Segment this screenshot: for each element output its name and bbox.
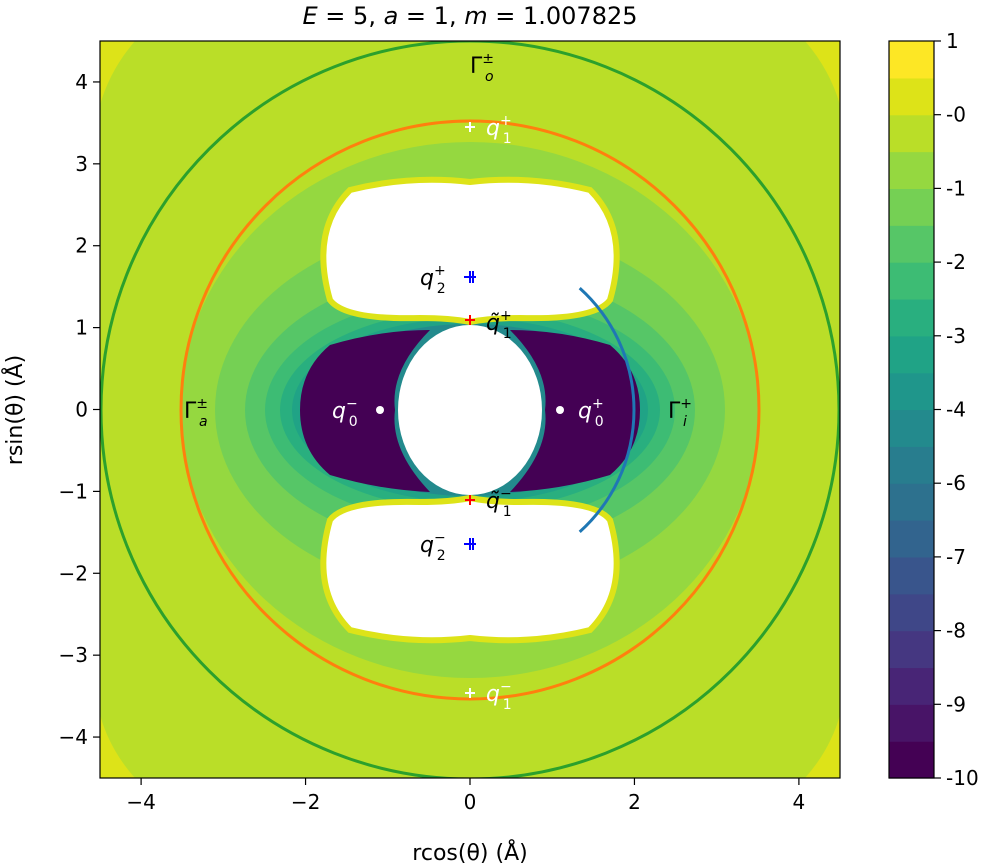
colorbar-band	[889, 41, 934, 79]
marker-q0-plus	[556, 406, 564, 414]
colorbar	[889, 41, 934, 779]
x-tick-label: −4	[126, 790, 155, 814]
marker-q2-plus	[464, 271, 476, 283]
contour-plot-area: Γ± o Γ± a Γ+ i q+ 1 q− 1 q+ 2 q− 2 q̃+ 1 q̃− 1 q+…	[100, 41, 840, 778]
marker-q1-tilde-minus	[465, 495, 475, 505]
y-tick-label: 2	[75, 234, 88, 258]
marker-q1-minus	[465, 688, 475, 698]
colorbar-tick-label: -4	[946, 398, 966, 422]
y-axis-label: rsin(θ) (Å)	[1, 355, 28, 465]
circle-gamma-o	[100, 41, 840, 778]
y-tick-label: −2	[59, 561, 88, 585]
y-axis-ticks: −4 −3 −2 −1 0 1 2 3 4	[59, 70, 100, 749]
marker-q1-tilde-plus	[465, 315, 475, 325]
white-hole-bottom	[320, 494, 620, 644]
colorbar-tick-label: -8	[946, 619, 966, 643]
colorbar-band	[889, 372, 934, 411]
y-tick-label: −4	[59, 725, 88, 749]
x-axis-label: rcos(θ) (Å)	[412, 839, 527, 866]
marker-q2-minus	[464, 538, 476, 550]
x-tick-label: 2	[628, 790, 641, 814]
colorbar-band	[889, 77, 934, 116]
colorbar-tick-label: -0	[946, 103, 966, 127]
x-tick-label: −2	[291, 790, 320, 814]
colorbar-band	[889, 446, 934, 484]
y-tick-label: 3	[75, 152, 88, 176]
colorbar-tick-label: -2	[946, 250, 966, 274]
colorbar-band	[889, 520, 934, 558]
y-tick-label: 4	[75, 70, 88, 94]
colorbar-tick-label: 1	[946, 29, 959, 53]
dark-lobe-left	[300, 330, 430, 492]
colorbar-tick-label: -10	[946, 766, 979, 790]
colorbar-band	[889, 298, 934, 337]
colorbar-band	[889, 151, 934, 189]
colorbar-tick-label: -6	[946, 471, 966, 495]
colorbar-band	[889, 630, 934, 669]
chart-title: E = 5, a = 1, m = 1.007825	[302, 2, 637, 30]
colorbar-ticks: 1 -0 -1 -2 -3 -4 -6 -7 -8 -9 -10	[934, 29, 979, 790]
circle-gamma-a	[179, 119, 761, 701]
marker-q0-minus	[376, 406, 384, 414]
white-hole-center	[398, 325, 542, 495]
marker-q1-plus	[465, 122, 475, 132]
colorbar-band	[889, 409, 934, 447]
colorbar-band	[889, 335, 934, 374]
corner-patch-top-right	[805, 41, 840, 105]
colorbar-tick-label: -3	[946, 324, 966, 348]
colorbar-band	[889, 225, 934, 263]
colorbar-tick-label: -1	[946, 176, 966, 200]
colorbar-band	[889, 556, 934, 595]
colorbar-band	[889, 262, 934, 300]
y-tick-label: 0	[75, 398, 88, 422]
x-tick-label: 4	[793, 790, 806, 814]
colorbar-band	[889, 741, 934, 779]
x-tick-label: 0	[464, 790, 477, 814]
corner-patch-bottom-left	[100, 715, 135, 778]
colorbar-band	[889, 704, 934, 742]
y-tick-label: −1	[59, 479, 88, 503]
colorbar-tick-label: -7	[946, 545, 966, 569]
colorbar-band	[889, 114, 934, 153]
dark-lobe-right	[510, 330, 640, 492]
corner-patch-top-left	[100, 41, 135, 105]
colorbar-band	[889, 667, 934, 705]
colorbar-band	[889, 188, 934, 226]
arc-gamma-i	[578, 286, 636, 534]
y-tick-label: 1	[75, 316, 88, 340]
colorbar-band	[889, 483, 934, 521]
colorbar-tick-label: -9	[946, 692, 966, 716]
x-axis-ticks: −4 −2 0 2 4	[126, 778, 805, 814]
y-tick-label: −3	[59, 643, 88, 667]
corner-patch-bottom-right	[805, 715, 840, 778]
white-hole-top	[320, 176, 620, 326]
colorbar-band	[889, 593, 934, 632]
